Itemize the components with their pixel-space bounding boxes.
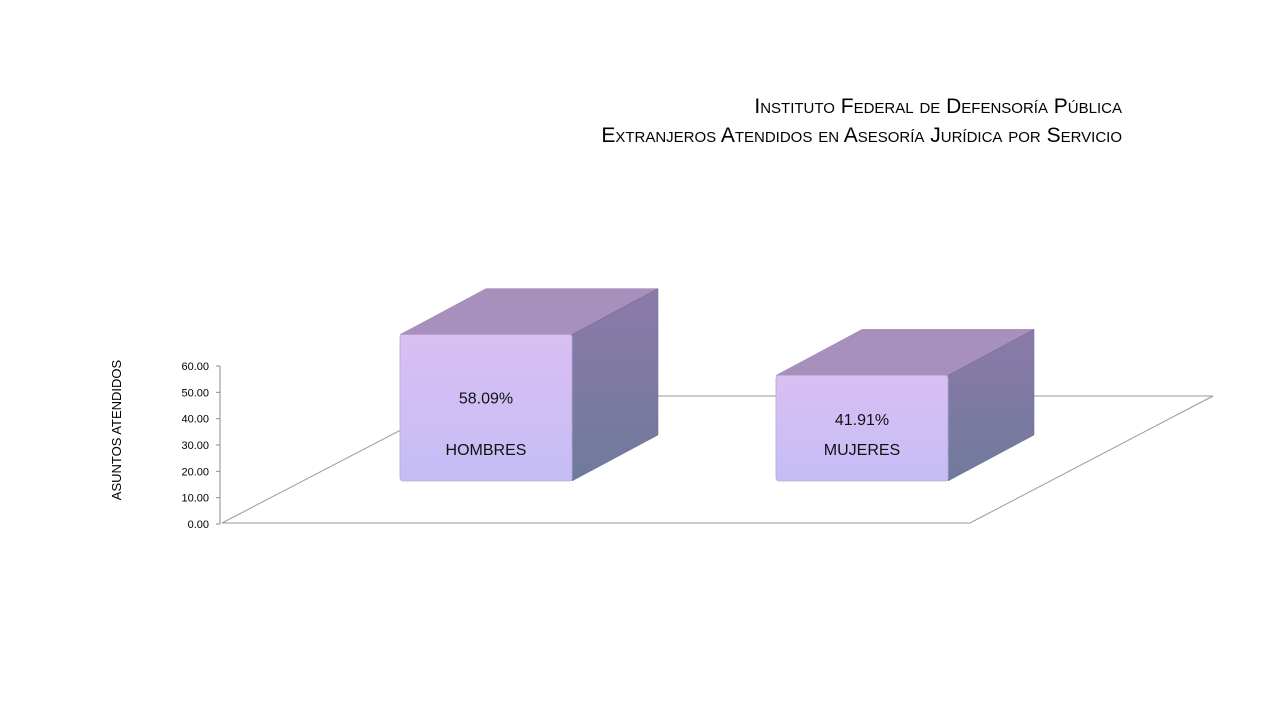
bar-front-face xyxy=(775,374,949,482)
bar-front-face xyxy=(399,334,573,482)
y-tick-label: 20.00 xyxy=(181,466,209,478)
floor-outline xyxy=(222,395,1214,524)
y-tick-label: 60.00 xyxy=(181,361,209,373)
chart-title-line1: Instituto Federal de Defensoría Pública xyxy=(754,95,1122,118)
y-tick-label: 30.00 xyxy=(181,440,209,452)
category-label: HOMBRES xyxy=(446,442,527,459)
y-axis-title: ASUNTOS ATENDIDOS xyxy=(109,359,124,500)
y-axis: 0.00 10.00 20.00 30.00 40.00 50.00 60.00 xyxy=(181,361,221,531)
data-label: 41.91% xyxy=(835,412,889,429)
chart-floor xyxy=(221,395,1214,524)
chart-title: Instituto Federal de Defensoría Pública … xyxy=(601,92,1122,150)
y-tick-label: 10.00 xyxy=(181,493,209,505)
y-tick-label: 40.00 xyxy=(181,414,209,426)
floor-left-edge xyxy=(221,419,421,524)
data-label: 58.09% xyxy=(459,390,513,407)
bar-mujeres: 41.91% MUJERES xyxy=(775,328,1035,482)
category-label: MUJERES xyxy=(824,442,900,459)
chart-title-line2: Extranjeros Atendidos en Asesoría Jurídi… xyxy=(601,124,1122,147)
bars: 58.09% HOMBRES 41.91% MUJERES xyxy=(399,288,1035,482)
y-tick-label: 0.00 xyxy=(188,519,209,531)
bar-hombres: 58.09% HOMBRES xyxy=(399,288,659,482)
y-tick-label: 50.00 xyxy=(181,387,209,399)
